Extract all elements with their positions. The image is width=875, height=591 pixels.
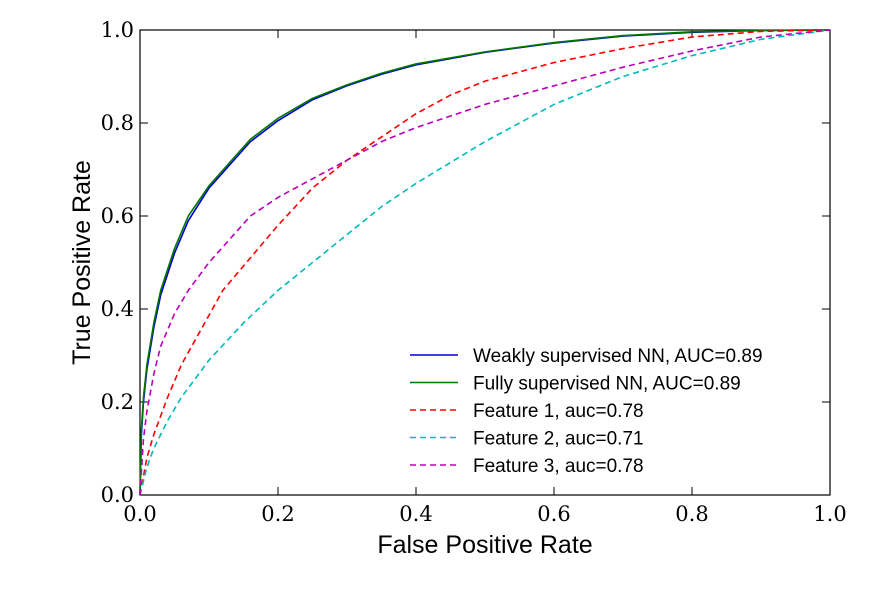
roc-curves xyxy=(139,29,831,496)
y-tick-label: 0.2 xyxy=(101,390,134,414)
y-axis-label: True Positive Rate xyxy=(68,160,96,365)
series-line-4 xyxy=(139,29,831,496)
series-line-2 xyxy=(139,29,831,496)
legend-label-5: Feature 3, auc=0.78 xyxy=(473,456,644,477)
plot-frame xyxy=(139,29,831,496)
x-tick-label: 0.8 xyxy=(675,502,708,526)
y-tick-label: 0.0 xyxy=(101,483,134,507)
y-tick-label: 0.4 xyxy=(101,297,134,321)
x-tick-label: 1.0 xyxy=(813,502,846,526)
x-tick-label: 0.4 xyxy=(399,502,432,526)
legend-label-2: Fully supervised NN, AUC=0.89 xyxy=(473,374,741,395)
legend-label-4: Feature 2, auc=0.71 xyxy=(473,429,644,450)
x-tick-label: 0.6 xyxy=(537,502,570,526)
legend-label-3: Feature 1, auc=0.78 xyxy=(473,401,644,422)
plot-area xyxy=(139,29,831,496)
series-line-3 xyxy=(139,29,831,496)
legend: Weakly supervised NN, AUC=0.89 Fully supe… xyxy=(410,346,763,477)
x-tick-label: 0.0 xyxy=(123,502,156,526)
axis-ticks xyxy=(139,29,831,496)
x-axis-label: False Positive Rate xyxy=(377,531,592,559)
series-line-5 xyxy=(139,29,831,496)
series-line-1 xyxy=(139,29,831,496)
tick-labels: 0.0 0.2 0.4 0.6 0.8 1.0 0.0 0.2 0.4 0.6 0.8 1.0 xyxy=(101,18,847,526)
y-tick-label: 0.8 xyxy=(101,111,134,135)
y-tick-label: 1.0 xyxy=(101,18,134,42)
legend-label-1: Weakly supervised NN, AUC=0.89 xyxy=(473,346,763,367)
x-tick-label: 0.2 xyxy=(261,502,294,526)
y-tick-label: 0.6 xyxy=(101,204,134,228)
